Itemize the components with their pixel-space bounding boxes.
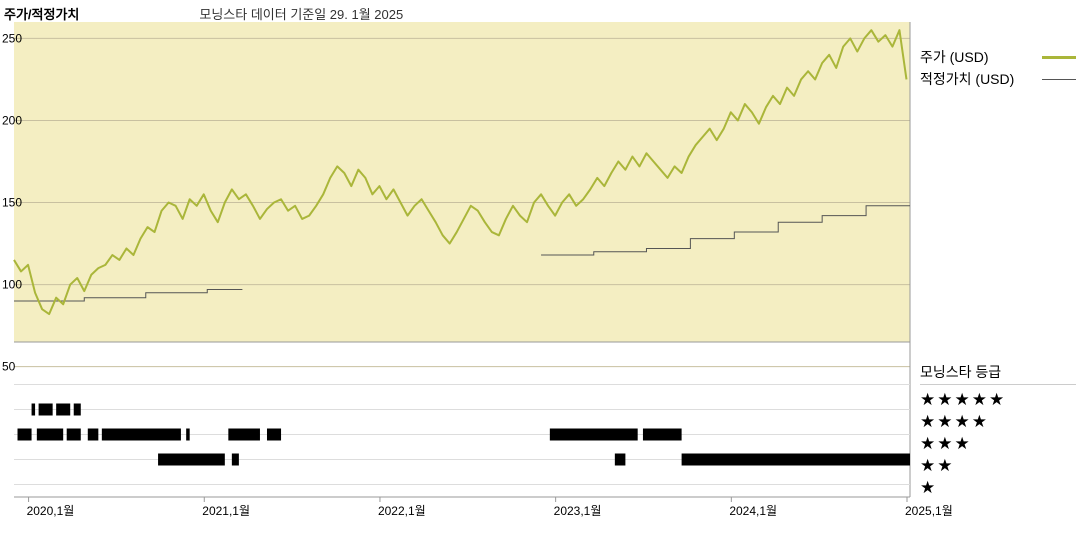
svg-text:50: 50 [2, 360, 16, 374]
svg-text:2025,1월: 2025,1월 [905, 504, 953, 518]
rating-row-4: ★★★★ [920, 411, 1076, 433]
svg-text:2020,1월: 2020,1월 [27, 504, 75, 518]
svg-text:250: 250 [2, 31, 22, 45]
legend-row-price: 주가 (USD) [920, 46, 1076, 68]
chart-container: 50 100 150 200 250 2020,1월 2021,1월 2022,1월 2023,… [0, 22, 1080, 522]
rating-row-5: ★★★★★ [920, 389, 1076, 411]
rating-legend: 모닝스타 등급 ★★★★★★★★★★★★★★★ [920, 362, 1076, 499]
svg-text:150: 150 [2, 196, 22, 210]
legend-price-swatch [1042, 56, 1076, 59]
chart-svg: 50 100 150 200 250 2020,1월 2021,1월 2022,1월 2023,… [0, 22, 1080, 522]
legend-fair-swatch [1042, 79, 1076, 80]
rating-row-3: ★★★ [920, 433, 1076, 455]
svg-text:200: 200 [2, 113, 22, 127]
rating-row-2: ★★ [920, 455, 1076, 477]
svg-text:2023,1월: 2023,1월 [554, 504, 602, 518]
svg-text:100: 100 [2, 278, 22, 292]
svg-text:2024,1월: 2024,1월 [729, 504, 777, 518]
chart-subtitle: 모닝스타 데이터 기준일 29. 1월 2025 [199, 4, 403, 23]
chart-title: 주가/적정가치 [4, 4, 79, 23]
rating-row-1: ★ [920, 477, 1076, 499]
svg-text:2022,1월: 2022,1월 [378, 504, 426, 518]
legend: 주가 (USD) 적정가치 (USD) [920, 46, 1076, 90]
rating-title: 모닝스타 등급 [920, 362, 1076, 385]
svg-text:2021,1월: 2021,1월 [202, 504, 250, 518]
legend-row-fair: 적정가치 (USD) [920, 68, 1076, 90]
legend-fair-label: 적정가치 (USD) [920, 68, 1014, 90]
legend-price-label: 주가 (USD) [920, 46, 989, 68]
